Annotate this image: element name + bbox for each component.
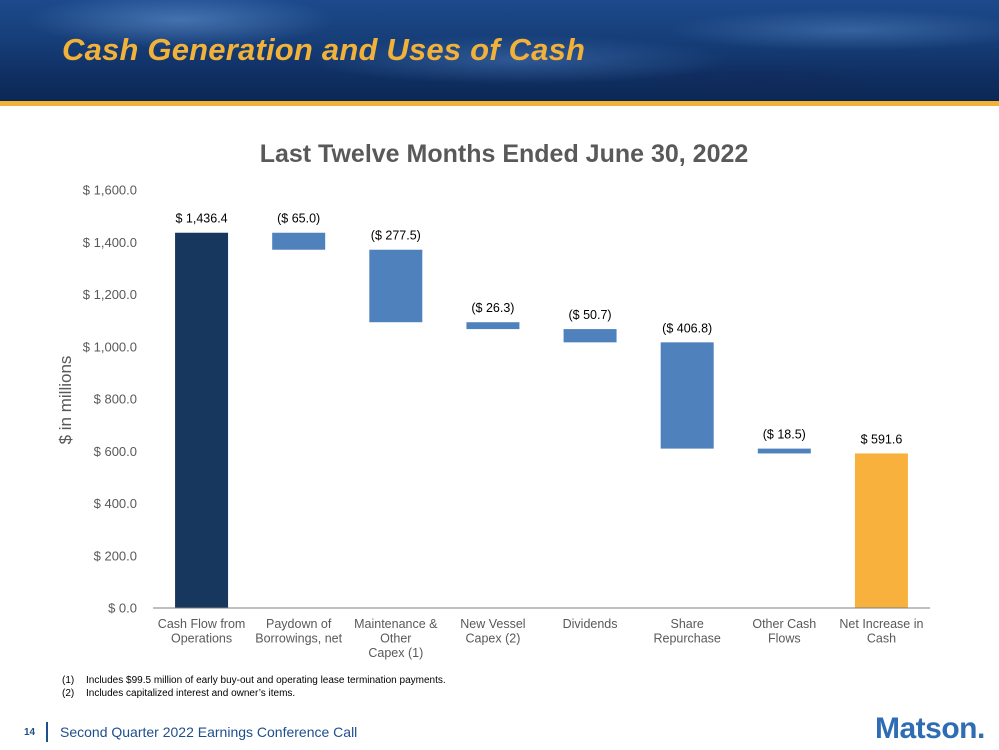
y-tick-label: $ 200.0 [94, 548, 137, 563]
data-label: ($ 26.3) [471, 301, 514, 315]
x-tick-label: Share [671, 617, 704, 631]
bar [466, 322, 520, 330]
waterfall-chart: Last Twelve Months Ended June 30, 2022 $… [56, 140, 930, 660]
x-tick-label: Cash [867, 632, 896, 646]
bar [854, 453, 908, 608]
footnote-1-text: Includes $99.5 million of early buy-out … [86, 675, 446, 686]
footnote-2: (2) Includes capitalized interest and ow… [62, 687, 446, 700]
x-tick-label: Operations [171, 632, 232, 646]
y-axis-title: $ in millions [56, 356, 75, 445]
logo-mark: . [977, 712, 985, 745]
data-label: ($ 65.0) [277, 212, 320, 226]
header-accent-line [0, 101, 999, 106]
y-tick-label: $ 1,200.0 [83, 287, 137, 302]
bar [660, 342, 714, 449]
footnotes: (1) Includes $99.5 million of early buy-… [62, 674, 446, 700]
footnote-2-number: (2) [62, 688, 75, 699]
y-tick-label: $ 800.0 [94, 392, 137, 407]
x-tick-label: New Vessel [460, 617, 525, 631]
y-tick-label: $ 0.0 [108, 601, 137, 616]
x-tick-label: Repurchase [653, 632, 720, 646]
data-label: $ 1,436.4 [175, 212, 227, 226]
bar [175, 232, 229, 609]
footnote-2-text: Includes capitalized interest and owner’… [86, 688, 296, 699]
y-tick-label: $ 400.0 [94, 496, 137, 511]
page-number: 14 [24, 727, 36, 738]
x-tick-label: Borrowings, net [255, 632, 342, 646]
x-tick-label: Net Increase in [839, 617, 923, 631]
x-tick-label: Flows [768, 632, 801, 646]
data-label: ($ 277.5) [371, 229, 421, 243]
footnote-1: (1) Includes $99.5 million of early buy-… [62, 674, 446, 687]
bar [757, 448, 811, 454]
y-tick-label: $ 1,400.0 [83, 235, 137, 250]
x-tick-label: Other [380, 632, 411, 646]
x-tick-label: Cash Flow from [158, 617, 246, 631]
x-tick-label: Capex (2) [465, 632, 520, 646]
x-tick-label: Dividends [563, 617, 618, 631]
data-label: ($ 18.5) [763, 428, 806, 442]
footer-text: Second Quarter 2022 Earnings Conference … [60, 724, 358, 740]
logo-text: Matson [875, 712, 978, 745]
bar [563, 329, 617, 343]
x-tick-label: Other Cash [752, 617, 816, 631]
bar [272, 232, 326, 250]
x-tick-label: Capex (1) [368, 646, 423, 660]
y-tick-label: $ 600.0 [94, 444, 137, 459]
data-label: ($ 406.8) [662, 321, 712, 335]
slide-title: Cash Generation and Uses of Cash [62, 32, 586, 67]
y-tick-label: $ 1,000.0 [83, 339, 137, 354]
x-tick-label: Paydown of [266, 617, 332, 631]
data-label: $ 591.6 [861, 432, 903, 446]
x-tick-label: Maintenance & [354, 617, 438, 631]
footer-divider [46, 722, 48, 742]
header-banner [0, 0, 999, 101]
data-label: ($ 50.7) [569, 308, 612, 322]
bar [369, 249, 423, 323]
chart-title: Last Twelve Months Ended June 30, 2022 [260, 140, 749, 168]
y-tick-label: $ 1,600.0 [83, 183, 137, 198]
matson-logo: Matson. [875, 712, 985, 746]
footnote-1-number: (1) [62, 675, 75, 686]
